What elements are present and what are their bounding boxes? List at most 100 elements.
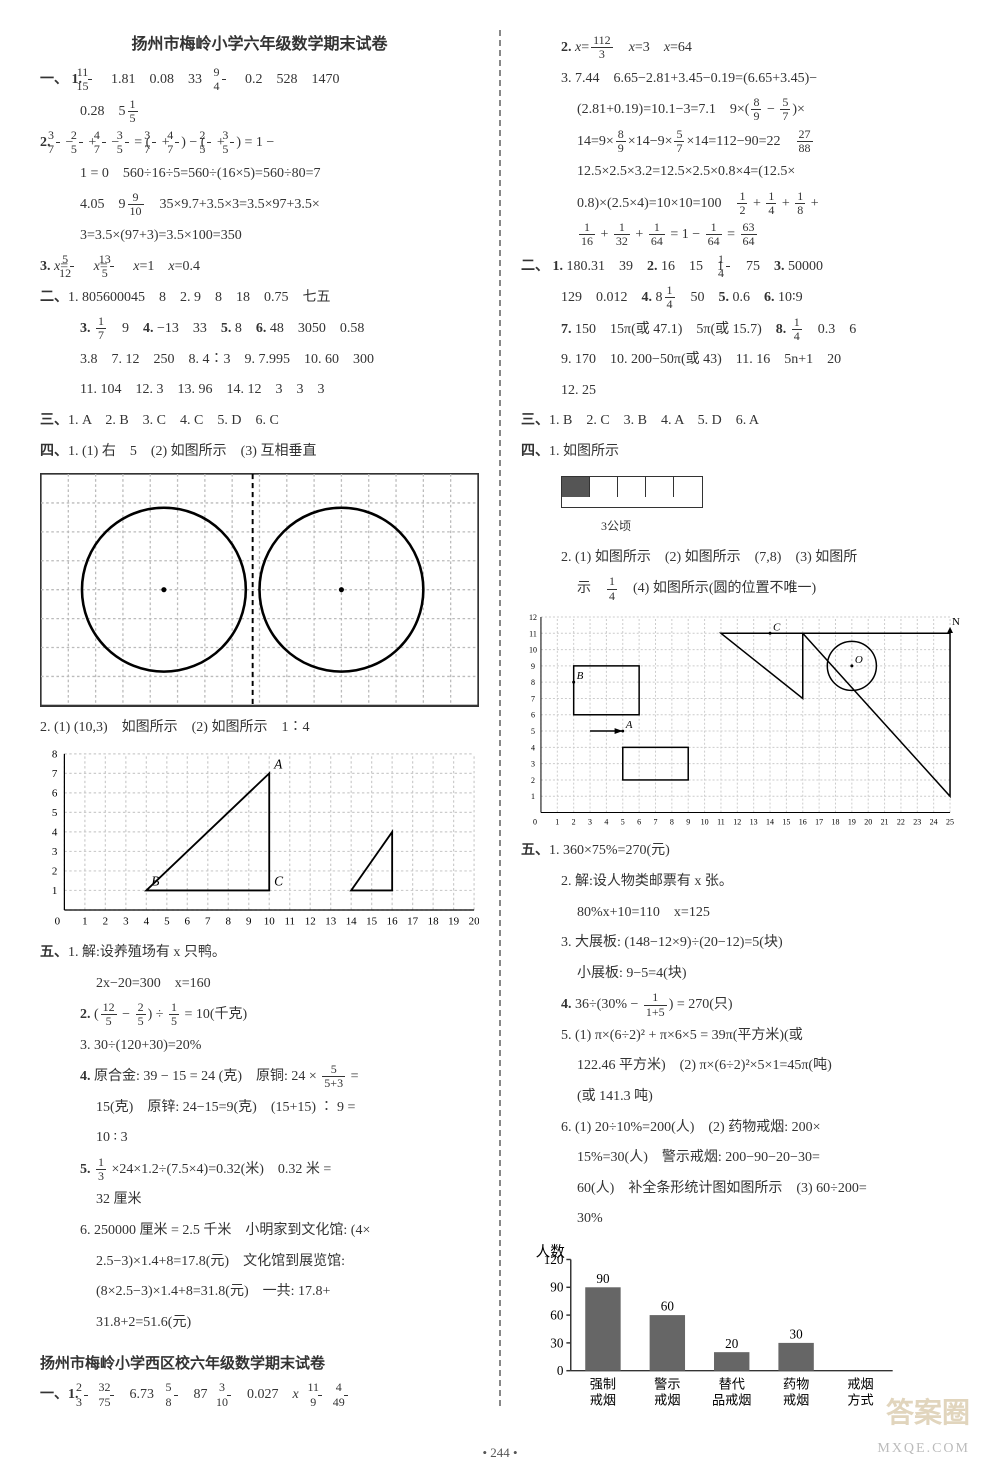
svg-text:4: 4 <box>604 817 608 826</box>
page-container: 扬州市梅岭小学六年级数学期末试卷 一、 1. 1115 1.81 0.08 33… <box>40 30 960 1410</box>
svg-text:2: 2 <box>103 916 108 928</box>
bar-chart: 人数030609012090602030强制戒烟警示戒烟替代品戒烟药物戒烟戒烟方… <box>521 1239 960 1464</box>
svg-text:6: 6 <box>52 788 58 800</box>
svg-text:20: 20 <box>864 817 872 826</box>
svg-text:1: 1 <box>82 916 87 928</box>
svg-text:2: 2 <box>531 776 535 785</box>
svg-text:2: 2 <box>572 817 576 826</box>
svg-text:10: 10 <box>701 817 709 826</box>
triangle-figure: 1234567891011121314151617181920123456780… <box>40 749 479 932</box>
svg-text:24: 24 <box>930 817 938 826</box>
svg-text:B: B <box>151 874 159 889</box>
svg-text:6: 6 <box>185 916 191 928</box>
svg-text:戒烟: 戒烟 <box>783 1392 809 1407</box>
svg-text:戒烟: 戒烟 <box>847 1376 873 1391</box>
svg-text:6: 6 <box>531 711 535 720</box>
svg-text:10: 10 <box>529 645 537 654</box>
svg-text:3: 3 <box>531 759 535 768</box>
svg-text:20: 20 <box>469 916 479 928</box>
big-grid-figure: 1234567891011121314151617181920212223242… <box>521 611 960 831</box>
svg-text:5: 5 <box>164 916 170 928</box>
svg-text:4: 4 <box>52 827 58 839</box>
svg-text:7: 7 <box>52 768 58 780</box>
svg-text:1: 1 <box>555 817 559 826</box>
svg-text:15: 15 <box>366 916 377 928</box>
svg-text:15: 15 <box>782 817 790 826</box>
svg-text:13: 13 <box>750 817 758 826</box>
svg-text:8: 8 <box>226 916 232 928</box>
svg-text:25: 25 <box>946 817 954 826</box>
svg-text:7: 7 <box>654 817 658 826</box>
s1-q3: 3. x=512 x=135 x=1 x=0.4 <box>40 253 479 281</box>
svg-text:方式: 方式 <box>847 1392 873 1407</box>
svg-text:A: A <box>273 757 283 772</box>
svg-text:9: 9 <box>686 817 690 826</box>
svg-text:60: 60 <box>661 1299 675 1314</box>
svg-text:12: 12 <box>305 916 316 928</box>
svg-text:20: 20 <box>725 1336 739 1351</box>
svg-text:12: 12 <box>529 613 537 622</box>
svg-text:23: 23 <box>913 817 921 826</box>
svg-text:6: 6 <box>637 817 641 826</box>
right-column: 2. x=1123 x=3 x=64 3. 7.44 6.65−2.81+3.4… <box>521 30 960 1410</box>
svg-text:警示: 警示 <box>654 1376 680 1391</box>
svg-text:30: 30 <box>550 1335 564 1350</box>
svg-text:5: 5 <box>52 807 58 819</box>
svg-text:19: 19 <box>448 916 459 928</box>
left-column: 扬州市梅岭小学六年级数学期末试卷 一、 1. 1115 1.81 0.08 33… <box>40 30 479 1410</box>
s2-l1: 二、1. 805600045 8 2. 9 8 18 0.75 七五 <box>40 285 479 312</box>
page-number: • 244 • <box>0 1445 1000 1461</box>
svg-text:11: 11 <box>717 817 725 826</box>
svg-text:16: 16 <box>387 916 398 928</box>
svg-text:18: 18 <box>428 916 439 928</box>
svg-text:120: 120 <box>544 1252 564 1267</box>
svg-text:C: C <box>773 621 781 633</box>
svg-text:11: 11 <box>529 629 537 638</box>
svg-text:30: 30 <box>790 1326 804 1341</box>
svg-text:戒烟: 戒烟 <box>654 1392 680 1407</box>
s5-q1a: 五、1. 解:设养殖场有 x 只鸭。 <box>40 940 479 967</box>
svg-text:C: C <box>274 874 284 889</box>
svg-text:21: 21 <box>881 817 889 826</box>
column-divider <box>499 30 501 1410</box>
svg-text:0: 0 <box>557 1363 564 1378</box>
svg-text:替代: 替代 <box>719 1376 745 1391</box>
svg-text:22: 22 <box>897 817 905 826</box>
svg-text:3: 3 <box>52 846 58 858</box>
s1-q1: 一、 1. 1115 1.81 0.08 33 94 0.2 528 1470 <box>40 66 479 94</box>
svg-text:7: 7 <box>205 916 211 928</box>
s4-l1: 四、1. (1) 右 5 (2) 如图所示 (3) 互相垂直 <box>40 439 479 466</box>
s4-l2: 2. (1) (10,3) 如图所示 (2) 如图所示 1∶4 <box>40 715 479 742</box>
fraction: 1115 <box>88 66 92 93</box>
svg-text:17: 17 <box>815 817 823 826</box>
paper-title-2: 扬州市梅岭小学西区校六年级数学期末试卷 <box>40 1352 479 1373</box>
svg-text:8: 8 <box>670 817 674 826</box>
s1-q1-l2: 0.28 515 <box>40 98 479 126</box>
svg-text:0: 0 <box>533 817 537 826</box>
svg-text:19: 19 <box>848 817 856 826</box>
svg-text:14: 14 <box>766 817 774 826</box>
svg-text:药物: 药物 <box>783 1376 809 1391</box>
svg-text:3: 3 <box>588 817 592 826</box>
svg-text:16: 16 <box>799 817 807 826</box>
svg-text:B: B <box>577 670 584 682</box>
s3: 三、1. A 2. B 3. C 4. C 5. D 6. C <box>40 408 479 435</box>
svg-text:1: 1 <box>52 885 57 897</box>
svg-text:8: 8 <box>52 749 58 761</box>
svg-text:品戒烟: 品戒烟 <box>712 1392 751 1407</box>
svg-text:3: 3 <box>123 916 129 928</box>
svg-text:18: 18 <box>831 817 839 826</box>
svg-text:12: 12 <box>733 817 741 826</box>
watermark-url: MXQE.COM <box>877 1441 970 1457</box>
svg-text:5: 5 <box>621 817 625 826</box>
svg-text:8: 8 <box>531 678 535 687</box>
svg-text:13: 13 <box>325 916 336 928</box>
svg-text:戒烟: 戒烟 <box>590 1392 616 1407</box>
svg-text:5: 5 <box>531 727 535 736</box>
svg-text:60: 60 <box>550 1307 564 1322</box>
svg-text:4: 4 <box>531 743 535 752</box>
svg-text:7: 7 <box>531 694 535 703</box>
svg-text:2: 2 <box>52 866 57 878</box>
paper-title-1: 扬州市梅岭小学六年级数学期末试卷 <box>40 30 479 54</box>
svg-text:4: 4 <box>144 916 150 928</box>
